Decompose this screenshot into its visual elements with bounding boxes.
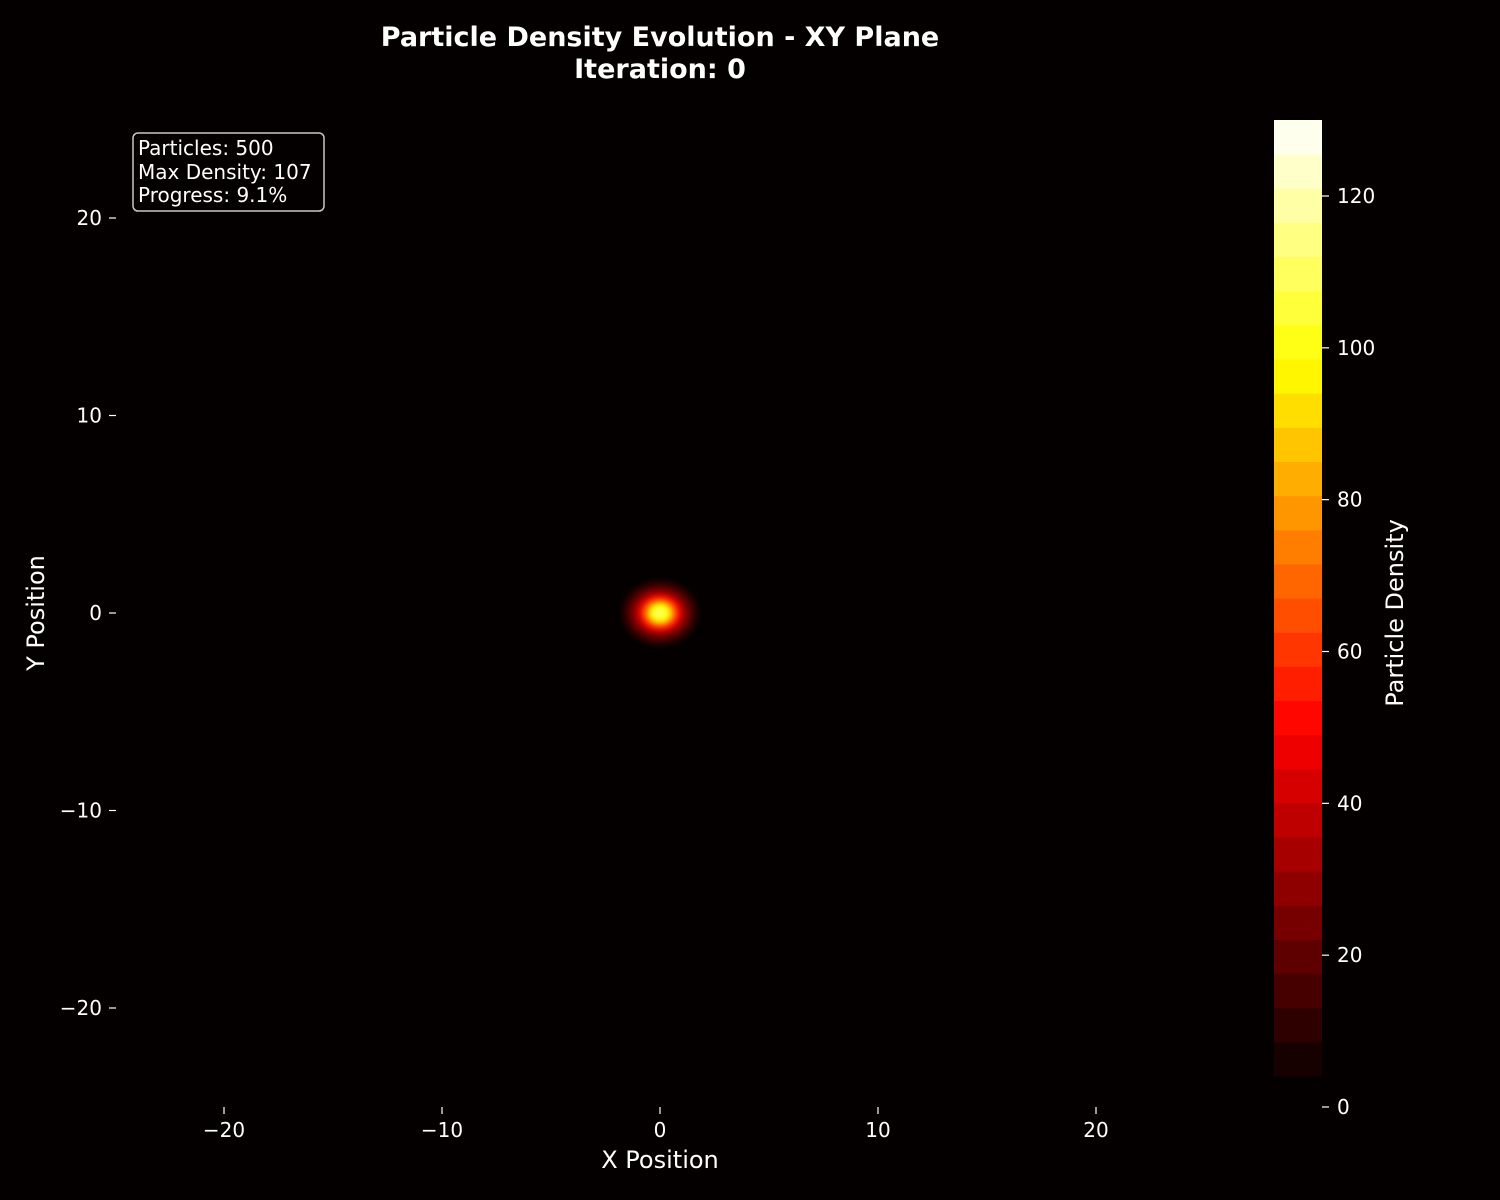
info-particles: Particles: 500 [138, 136, 274, 160]
y-tick-label: 10 [77, 404, 102, 428]
colorbar: 0 20 40 60 80 100 120 Particle Density [1274, 120, 1409, 1119]
colorbar-band [1274, 563, 1322, 599]
colorbar-band [1274, 598, 1322, 633]
colorbar-tick-label: 120 [1337, 184, 1375, 208]
info-max-density: Max Density: 107 [138, 160, 312, 184]
y-axis: −20 −10 0 10 20 [60, 206, 116, 1020]
colorbar-band [1274, 1041, 1322, 1077]
info-box-frame [132, 132, 325, 212]
x-tick-label: 20 [1083, 1118, 1108, 1142]
colorbar-band [1274, 461, 1322, 497]
info-progress: Progress: 9.1% [138, 183, 287, 207]
y-tick-label: 0 [89, 601, 102, 625]
y-tick-label: 20 [77, 206, 102, 230]
chart-title: Particle Density Evolution - XY Plane [381, 22, 939, 53]
density-contour [653, 607, 667, 619]
colorbar-band [1274, 393, 1322, 428]
colorbar-band [1274, 222, 1322, 258]
colorbar-band [1274, 700, 1322, 736]
colorbar-band [1274, 290, 1322, 326]
colorbar-tick-label: 100 [1337, 336, 1375, 360]
y-tick-label: −10 [60, 799, 102, 823]
colorbar-tick-label: 60 [1337, 640, 1362, 664]
plot-area [116, 120, 1206, 1107]
y-tick-label: −20 [60, 996, 102, 1020]
colorbar-band [1274, 666, 1322, 702]
colorbar-label: Particle Density [1381, 519, 1409, 707]
colorbar-tick-label: 0 [1337, 1095, 1350, 1119]
colorbar-band [1274, 802, 1322, 838]
colorbar-tick-label: 80 [1337, 488, 1362, 512]
x-tick-label: 0 [654, 1118, 667, 1142]
colorbar-band [1274, 495, 1322, 531]
x-tick-label: −20 [203, 1118, 245, 1142]
colorbar-band [1274, 734, 1322, 770]
colorbar-band [1274, 324, 1322, 360]
colorbar-band [1274, 768, 1322, 804]
colorbar-band [1274, 154, 1322, 189]
colorbar-band [1274, 256, 1322, 292]
x-tick-label: 10 [865, 1118, 890, 1142]
colorbar-band [1274, 1007, 1322, 1043]
x-axis: −20 −10 0 10 20 [203, 1107, 1109, 1142]
colorbar-band [1274, 939, 1322, 975]
colorbar-band [1274, 359, 1322, 394]
colorbar-tick-label: 40 [1337, 791, 1362, 815]
colorbar-band [1274, 529, 1322, 565]
colorbar-band [1274, 427, 1322, 463]
colorbar-tick-label: 20 [1337, 943, 1362, 967]
colorbar-band [1274, 120, 1322, 155]
chart-subtitle: Iteration: 0 [574, 54, 746, 85]
colorbar-band [1274, 837, 1322, 872]
colorbar-ticks: 0 20 40 60 80 100 120 [1322, 184, 1375, 1119]
colorbar-band [1274, 632, 1322, 667]
colorbar-band [1274, 905, 1322, 941]
x-axis-label: X Position [601, 1146, 719, 1174]
x-tick-label: −10 [421, 1118, 463, 1142]
info-box: Particles: 500 Max Density: 107 Progress… [132, 132, 325, 212]
density-peak [620, 579, 700, 647]
colorbar-band [1274, 973, 1322, 1009]
colorbar-bands [1274, 120, 1322, 1077]
colorbar-band [1274, 188, 1322, 224]
colorbar-band [1274, 871, 1322, 906]
y-axis-label: Y Position [22, 555, 50, 672]
